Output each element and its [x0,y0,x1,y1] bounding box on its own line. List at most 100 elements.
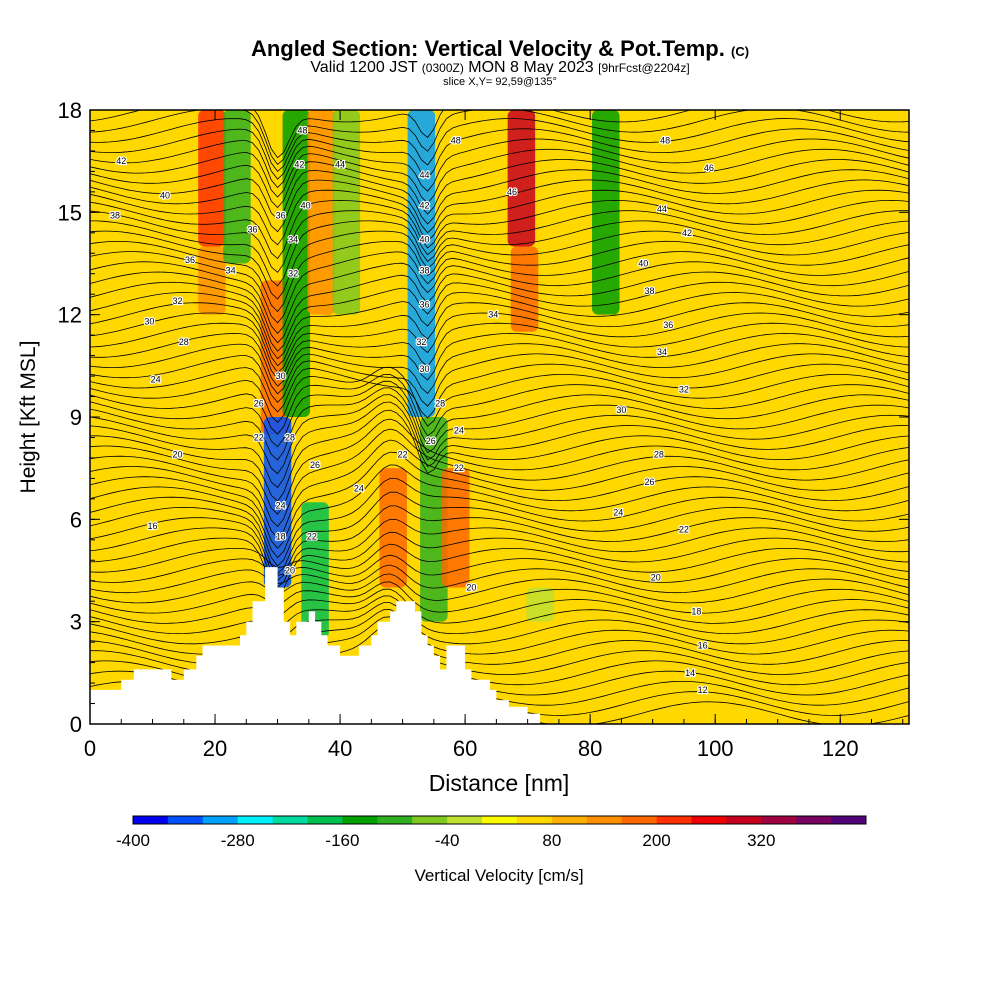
colorbar-swatch-10 [482,816,518,824]
theta-label-63: 12 [698,685,708,695]
theta-label-21: 22 [254,432,264,442]
theta-label-43: 46 [507,187,517,197]
theta-label-51: 36 [663,320,673,330]
theta-contour-line-22 [90,451,909,549]
theta-contour-line-37 [90,322,909,380]
theta-label-54: 30 [616,405,626,415]
theta-label-50: 38 [645,286,655,296]
theta-contour-labels: 42 40 38 36 32 30 28 24 20 16 36 36 34 34 32 48 42 40 44 30… [109,124,715,696]
theta-label-42: 20 [466,583,476,593]
velocity-band-11 [420,417,448,622]
theta-contour-line-57 [90,118,909,172]
theta-contour-line-24 [90,428,909,528]
theta-contour-line-49 [90,199,909,260]
velocity-band-7 [301,502,329,639]
theta-label-56: 26 [645,477,655,487]
velocity-band-16 [526,587,554,622]
x-tick-label-5: 100 [697,736,734,761]
velocity-band-9 [379,468,407,588]
theta-contour-line-46 [90,230,909,300]
colorbar-swatch-16 [691,816,727,824]
colorbar-swatch-13 [586,816,623,824]
theta-contour-line-20 [90,478,909,567]
theta-label-53: 32 [679,385,689,395]
theta-label-30: 44 [419,170,429,180]
theta-label-6: 28 [179,337,189,347]
theta-label-39: 22 [398,450,408,460]
theta-label-47: 44 [657,204,667,214]
slice-info: slice X,Y= 92,59@135° [443,76,557,88]
x-tick-label-0: 0 [84,736,96,761]
theta-label-10: 36 [248,224,258,234]
x-tick-label-6: 120 [822,736,859,761]
theta-label-58: 22 [679,525,689,535]
theta-label-48: 42 [682,228,692,238]
colorbar-frame [132,815,867,825]
y-axis-label: Height [Kft MSL] [17,341,40,494]
theta-contour-line-15 [90,543,909,573]
velocity-band-14 [510,246,539,332]
theta-contour-line-16 [90,531,909,595]
theta-contour-line-54 [90,148,909,204]
theta-contour-line-8 [90,602,909,645]
theta-contour-line-30 [90,380,909,448]
theta-label-38: 26 [426,436,436,446]
theta-label-7: 24 [151,374,161,384]
theta-label-52: 34 [657,347,667,357]
velocity-band-8 [332,110,361,315]
theta-contour-line-35 [90,343,909,395]
theta-label-32: 40 [419,235,429,245]
theta-contour-line-56 [90,128,909,180]
theta-contour-line-14 [90,554,909,583]
theta-label-18: 44 [335,160,345,170]
theta-contour-line-17 [90,518,909,588]
theta-contour-line-42 [90,271,909,344]
colorbar-swatch-18 [761,816,797,824]
x-axis-label: Distance [nm] [429,770,570,796]
valid-time-line: Valid 1200 JST (0300Z) MON 8 May 2023 [9… [0,59,1000,77]
theta-contour-line-40 [90,292,909,360]
y-tick-label-5: 15 [58,200,82,225]
theta-label-4: 32 [173,296,183,306]
colorbar-swatch-9 [447,816,483,824]
theta-contour-line-34 [90,353,909,407]
colorbar-swatch-3 [237,816,274,824]
theta-label-5: 30 [144,316,154,326]
colorbar-title: Vertical Velocity [cm/s] [414,866,583,885]
theta-label-25: 24 [276,501,286,511]
y-tick-label-4: 12 [58,303,82,328]
velocity-band-0 [198,110,226,247]
theta-label-31: 42 [419,201,429,211]
theta-label-37: 28 [435,398,445,408]
x-tick-label-1: 20 [203,736,227,761]
colorbar-tick-label-3: -40 [435,831,460,850]
forecast-info: [9hrFcst@2204z] [598,61,690,75]
theta-label-14: 32 [288,269,298,279]
theta-label-46: 46 [704,163,714,173]
theta-contour-line-29 [90,387,909,461]
colorbar-swatch-5 [307,816,343,824]
colorbar-swatch-7 [377,816,413,824]
theta-contour-line-9 [90,595,909,635]
x-tick-label-3: 60 [453,736,477,761]
theta-label-27: 22 [307,531,317,541]
colorbar-swatch-19 [796,816,832,824]
terrain-shape [90,567,541,724]
valid-date-text: MON 8 May 2023 [468,59,594,76]
terrain [90,567,541,724]
theta-contour-line-23 [90,439,909,539]
velocity-band-2 [223,110,251,264]
theta-contour-line-41 [90,281,909,352]
theta-contour-line-26 [90,409,909,502]
colorbar-tick-label-2: -160 [325,831,359,850]
theta-contour-line-52 [90,169,909,225]
theta-label-34: 36 [419,299,429,309]
colorbar-tick-label-6: 320 [747,831,775,850]
theta-contour-line-47 [90,220,909,287]
colorbar-swatch-1 [167,816,204,824]
theta-label-28: 20 [285,566,295,576]
theta-label-35: 32 [416,337,426,347]
theta-label-61: 16 [698,641,708,651]
theta-contour-line-36 [90,332,909,387]
